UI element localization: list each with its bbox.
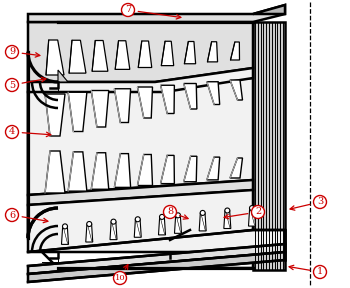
Circle shape bbox=[6, 209, 19, 221]
Polygon shape bbox=[199, 213, 206, 231]
Polygon shape bbox=[28, 78, 253, 195]
Circle shape bbox=[63, 224, 68, 229]
Polygon shape bbox=[28, 22, 253, 268]
Polygon shape bbox=[134, 219, 141, 237]
Text: 2: 2 bbox=[255, 207, 261, 217]
Polygon shape bbox=[248, 208, 256, 226]
Text: 5: 5 bbox=[9, 81, 15, 90]
Polygon shape bbox=[161, 85, 174, 113]
Text: 3: 3 bbox=[317, 198, 323, 206]
Polygon shape bbox=[161, 155, 174, 184]
Circle shape bbox=[225, 208, 230, 213]
Text: 10: 10 bbox=[115, 274, 125, 282]
Circle shape bbox=[111, 219, 116, 224]
Circle shape bbox=[135, 217, 140, 222]
Polygon shape bbox=[92, 41, 108, 71]
Polygon shape bbox=[230, 80, 243, 100]
Circle shape bbox=[252, 206, 265, 219]
Polygon shape bbox=[175, 215, 182, 233]
Polygon shape bbox=[114, 154, 131, 187]
Polygon shape bbox=[161, 41, 174, 66]
Circle shape bbox=[113, 272, 126, 285]
Polygon shape bbox=[62, 226, 69, 245]
Polygon shape bbox=[28, 5, 285, 22]
Polygon shape bbox=[69, 40, 86, 73]
Polygon shape bbox=[184, 156, 197, 182]
Text: 8: 8 bbox=[167, 207, 173, 217]
Polygon shape bbox=[138, 87, 153, 118]
Polygon shape bbox=[58, 70, 68, 82]
Circle shape bbox=[250, 206, 254, 211]
Polygon shape bbox=[28, 22, 253, 82]
Polygon shape bbox=[45, 151, 65, 193]
Polygon shape bbox=[28, 252, 285, 282]
Polygon shape bbox=[207, 82, 220, 105]
Polygon shape bbox=[207, 157, 220, 180]
Circle shape bbox=[87, 221, 92, 226]
Circle shape bbox=[6, 126, 19, 139]
Polygon shape bbox=[184, 84, 197, 109]
Polygon shape bbox=[28, 230, 285, 252]
Polygon shape bbox=[68, 152, 87, 191]
Polygon shape bbox=[208, 42, 218, 62]
Polygon shape bbox=[184, 41, 196, 64]
Polygon shape bbox=[230, 158, 243, 178]
Text: 4: 4 bbox=[9, 128, 15, 137]
Polygon shape bbox=[231, 42, 239, 60]
Polygon shape bbox=[28, 244, 285, 274]
Circle shape bbox=[163, 206, 176, 219]
Text: 9: 9 bbox=[9, 48, 15, 56]
Circle shape bbox=[160, 214, 164, 219]
Circle shape bbox=[314, 196, 327, 209]
Circle shape bbox=[6, 46, 19, 58]
Polygon shape bbox=[115, 41, 130, 69]
Polygon shape bbox=[114, 89, 131, 122]
Circle shape bbox=[6, 79, 19, 92]
Circle shape bbox=[121, 3, 134, 16]
Polygon shape bbox=[138, 41, 152, 67]
Polygon shape bbox=[138, 154, 153, 185]
Polygon shape bbox=[91, 90, 109, 127]
Circle shape bbox=[200, 211, 205, 215]
Polygon shape bbox=[86, 224, 93, 242]
Polygon shape bbox=[110, 222, 117, 240]
Polygon shape bbox=[224, 211, 231, 228]
Circle shape bbox=[175, 213, 181, 218]
Polygon shape bbox=[253, 22, 285, 270]
Polygon shape bbox=[28, 190, 253, 252]
Polygon shape bbox=[91, 153, 109, 189]
Circle shape bbox=[314, 266, 327, 278]
Polygon shape bbox=[45, 94, 65, 136]
Polygon shape bbox=[46, 40, 64, 75]
Polygon shape bbox=[68, 92, 87, 132]
Text: 1: 1 bbox=[317, 268, 323, 276]
Polygon shape bbox=[159, 217, 166, 235]
Polygon shape bbox=[28, 180, 253, 205]
Polygon shape bbox=[28, 68, 253, 92]
Polygon shape bbox=[253, 5, 285, 14]
Text: 6: 6 bbox=[9, 211, 15, 219]
Text: 7: 7 bbox=[125, 5, 131, 14]
